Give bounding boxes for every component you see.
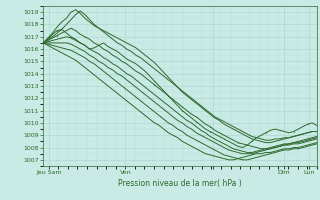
X-axis label: Pression niveau de la mer( hPa ): Pression niveau de la mer( hPa ) [118, 179, 242, 188]
